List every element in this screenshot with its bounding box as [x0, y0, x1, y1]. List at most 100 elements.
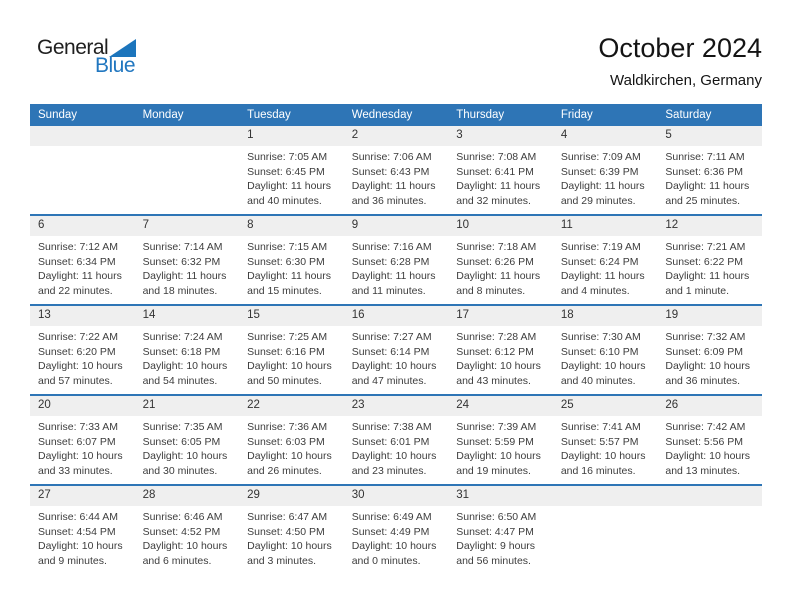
day-details: Sunrise: 7:39 AM Sunset: 5:59 PM Daylight:…: [448, 416, 553, 478]
sunrise-line: Sunrise: 7:05 AM: [247, 150, 339, 165]
sunrise-value: 7:28 AM: [497, 331, 537, 343]
day-cell: 7 Sunrise: 7:14 AM Sunset: 6:32 PM Daylight…: [134, 214, 240, 305]
sunset-line: Sunset: 4:50 PM: [247, 525, 339, 540]
sunrise-label: Sunrise:: [560, 151, 600, 163]
daylight-label: Daylight:: [456, 540, 498, 553]
daylight-value: 11 hours and 40 minutes.: [247, 180, 331, 207]
day-details: Sunrise: 7:12 AM Sunset: 6:34 PM Daylight:…: [30, 236, 135, 298]
sunrise-line: Sunrise: 7:38 AM: [352, 420, 444, 435]
day-number: 23: [343, 396, 449, 416]
daylight-label: Daylight:: [38, 360, 79, 373]
day-number: 2: [343, 126, 449, 146]
sunset-value: 6:28 PM: [390, 255, 430, 268]
sunset-line: Sunset: 6:36 PM: [665, 165, 757, 180]
sunset-label: Sunset:: [38, 345, 74, 358]
sunrise-value: 7:38 AM: [393, 421, 432, 433]
day-cell: 13 Sunrise: 7:22 AM Sunset: 6:20 PM Dayligh…: [30, 304, 135, 395]
daylight-value: 11 hours and 8 minutes.: [456, 270, 541, 297]
day-details: Sunrise: 7:24 AM Sunset: 6:18 PM Daylight:…: [135, 326, 240, 388]
daylight-line: Daylight: 10 hours and 43 minutes.: [456, 359, 548, 388]
sunrise-line: Sunrise: 7:30 AM: [561, 330, 653, 345]
sunset-value: 6:20 PM: [76, 345, 116, 358]
day-details: Sunrise: 7:35 AM Sunset: 6:05 PM Daylight:…: [135, 416, 240, 478]
day-number: 10: [448, 216, 553, 236]
sunrise-label: Sunrise:: [560, 241, 600, 253]
daylight-label: Daylight:: [247, 360, 288, 373]
daylight-line: Daylight: 11 hours and 15 minutes.: [247, 269, 339, 298]
day-cell: 8 Sunrise: 7:15 AM Sunset: 6:30 PM Daylight…: [239, 214, 344, 305]
daylight-value: 10 hours and 16 minutes.: [560, 450, 646, 477]
day-cell: 29 Sunrise: 6:47 AM Sunset: 4:50 PM Dayligh…: [239, 484, 344, 574]
daylight-label: Daylight:: [38, 450, 79, 463]
sunset-label: Sunset:: [351, 525, 388, 538]
daylight-label: Daylight:: [456, 360, 498, 373]
daylight-value: 11 hours and 1 minute.: [665, 270, 750, 297]
day-cell: 27 Sunrise: 6:44 AM Sunset: 4:54 PM Dayligh…: [30, 484, 135, 574]
day-number: [552, 486, 658, 506]
day-number: 20: [30, 396, 135, 416]
daylight-line: Daylight: 10 hours and 19 minutes.: [456, 449, 548, 478]
sunrise-value: 7:05 AM: [288, 151, 328, 163]
day-cell: 15 Sunrise: 7:25 AM Sunset: 6:16 PM Dayligh…: [239, 304, 344, 395]
sunrise-value: 7:33 AM: [79, 421, 118, 433]
day-details: Sunrise: 7:15 AM Sunset: 6:30 PM Daylight:…: [239, 236, 344, 298]
sunrise-line: Sunrise: 7:12 AM: [38, 240, 130, 255]
daylight-line: Daylight: 10 hours and 30 minutes.: [143, 449, 235, 478]
sunrise-line: Sunrise: 7:36 AM: [247, 420, 339, 435]
sunrise-label: Sunrise:: [38, 421, 77, 433]
daylight-value: 10 hours and 47 minutes.: [351, 360, 437, 387]
day-details: Sunrise: 7:32 AM Sunset: 6:09 PM Daylight:…: [657, 326, 762, 388]
daylight-line: Daylight: 10 hours and 0 minutes.: [352, 539, 444, 568]
calendar-week-row: 20 Sunrise: 7:33 AM Sunset: 6:07 PM Dayligh…: [30, 394, 762, 485]
sunrise-label: Sunrise:: [351, 331, 391, 343]
day-number: 29: [239, 486, 344, 506]
sunset-value: 6:39 PM: [599, 165, 639, 178]
sunset-line: Sunset: 6:28 PM: [352, 255, 444, 270]
daylight-line: Daylight: 10 hours and 57 minutes.: [38, 359, 130, 388]
sunset-line: Sunset: 6:16 PM: [247, 345, 339, 360]
day-number: 19: [657, 306, 762, 326]
sunrise-value: 7:15 AM: [288, 241, 328, 253]
daylight-line: Daylight: 10 hours and 50 minutes.: [247, 359, 339, 388]
sunset-value: 6:05 PM: [181, 435, 221, 448]
sunset-line: Sunset: 6:10 PM: [561, 345, 653, 360]
sunrise-line: Sunrise: 7:28 AM: [456, 330, 548, 345]
day-details: Sunrise: 7:16 AM Sunset: 6:28 PM Daylight:…: [344, 236, 449, 298]
sunset-line: Sunset: 6:05 PM: [143, 435, 235, 450]
sunrise-value: 7:35 AM: [184, 421, 223, 433]
sunset-line: Sunset: 6:30 PM: [247, 255, 339, 270]
sunrise-value: 7:30 AM: [602, 331, 641, 343]
daylight-label: Daylight:: [665, 180, 707, 193]
sunrise-label: Sunrise:: [456, 331, 495, 343]
sunrise-value: 7:42 AM: [706, 421, 746, 433]
sunset-value: 6:09 PM: [703, 345, 744, 358]
sunrise-label: Sunrise:: [142, 241, 182, 253]
day-cell: 19 Sunrise: 7:32 AM Sunset: 6:09 PM Dayligh…: [657, 304, 762, 395]
sunset-label: Sunset:: [665, 435, 701, 448]
day-cell: 2 Sunrise: 7:06 AM Sunset: 6:43 PM Daylight…: [343, 126, 449, 215]
day-number: 21: [134, 396, 240, 416]
daylight-label: Daylight:: [142, 540, 184, 553]
day-cell: 31 Sunrise: 6:50 AM Sunset: 4:47 PM Dayligh…: [448, 484, 553, 574]
sunset-label: Sunset:: [560, 345, 597, 358]
sunrise-value: 7:18 AM: [497, 241, 537, 253]
sunset-line: Sunset: 6:14 PM: [352, 345, 444, 360]
sunrise-line: Sunrise: 7:32 AM: [665, 330, 757, 345]
sunrise-label: Sunrise:: [665, 241, 704, 253]
daylight-label: Daylight:: [247, 540, 288, 553]
sunrise-label: Sunrise:: [456, 241, 495, 253]
day-details: Sunrise: 6:44 AM Sunset: 4:54 PM Daylight:…: [30, 506, 135, 568]
daylight-value: 10 hours and 43 minutes.: [456, 360, 541, 387]
sunset-value: 6:22 PM: [703, 255, 744, 268]
sunrise-label: Sunrise:: [351, 511, 391, 523]
sunset-value: 6:26 PM: [494, 255, 534, 268]
sunset-label: Sunset:: [665, 345, 701, 358]
empty-day-cell: [30, 126, 135, 215]
daylight-label: Daylight:: [142, 270, 184, 283]
sunrise-value: 7:41 AM: [602, 421, 641, 433]
empty-day-cell: [657, 484, 762, 574]
month-title: October 2024: [598, 33, 762, 63]
daylight-line: Daylight: 11 hours and 4 minutes.: [561, 269, 653, 298]
sunrise-label: Sunrise:: [560, 421, 600, 433]
